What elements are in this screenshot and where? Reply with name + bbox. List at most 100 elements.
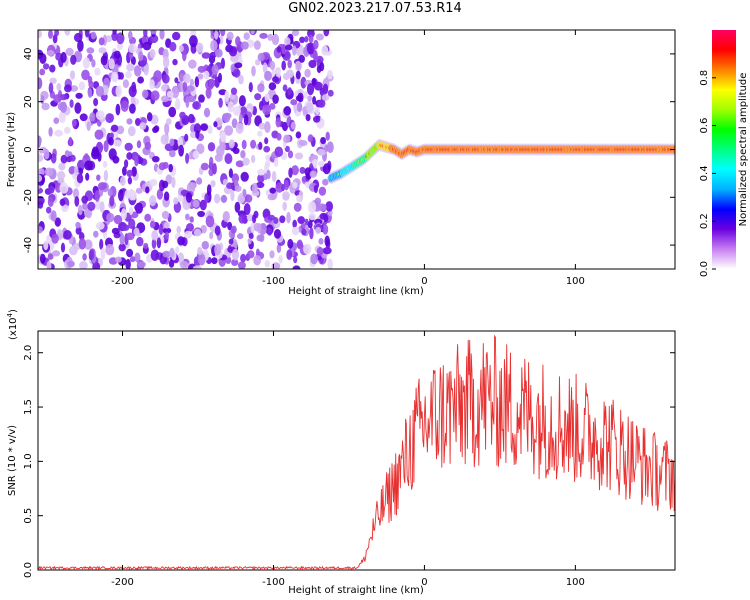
noise-blob: [118, 243, 126, 252]
noise-blob: [305, 114, 311, 122]
noise-blob: [125, 258, 131, 269]
noise-blob: [94, 190, 100, 202]
noise-blob: [164, 122, 170, 135]
noise-blob: [269, 250, 275, 259]
y-axis-label: Frequency (Hz): [6, 112, 17, 188]
noise-blob: [98, 47, 107, 54]
noise-blob: [262, 62, 268, 74]
noise-blob: [192, 150, 200, 160]
noise-blob: [323, 30, 330, 37]
noise-blob: [208, 78, 216, 88]
noise-blob: [247, 238, 252, 245]
noise-blob: [283, 106, 292, 116]
noise-blob: [75, 221, 81, 229]
noise-blob: [43, 240, 49, 251]
noise-blob: [68, 136, 73, 147]
noise-blob: [39, 253, 46, 264]
noise-blob: [266, 169, 271, 180]
noise-blob: [162, 227, 172, 234]
noise-blob: [176, 225, 181, 234]
noise-blob: [112, 30, 117, 35]
noise-blob: [79, 261, 88, 269]
noise-blob: [309, 154, 319, 161]
colorbar: [712, 30, 736, 269]
noise-blob: [73, 32, 83, 43]
noise-blob: [38, 30, 42, 38]
noise-blob: [226, 182, 234, 189]
noise-blob: [134, 155, 139, 167]
noise-blob: [200, 123, 209, 131]
noise-blob: [322, 178, 329, 186]
noise-blob: [283, 179, 289, 191]
noise-blob: [310, 253, 318, 265]
noise-blob: [182, 81, 188, 92]
noise-blob: [112, 155, 120, 164]
noise-blob: [130, 96, 136, 104]
noise-blob: [235, 122, 244, 134]
noise-blob: [120, 100, 129, 112]
noise-blob: [95, 221, 105, 230]
y-tick-label: -40: [23, 237, 34, 253]
noise-blob: [69, 245, 78, 256]
noise-blob: [303, 91, 308, 99]
noise-blob: [298, 54, 306, 63]
noise-blob: [318, 186, 327, 196]
noise-blob: [250, 30, 255, 35]
figure-title: GN02.2023.217.07.53.R14: [288, 1, 462, 16]
noise-blob: [57, 170, 66, 180]
noise-blob: [257, 130, 263, 137]
noise-blob: [168, 163, 173, 173]
noise-blob: [128, 43, 137, 54]
colorbar-label: Normalized spectral amplitude: [738, 73, 749, 227]
noise-blob: [149, 195, 157, 207]
noise-blob: [238, 113, 243, 123]
noise-blob: [234, 62, 243, 69]
noise-blob: [224, 90, 230, 102]
noise-blob: [105, 244, 115, 256]
noise-blob: [149, 220, 156, 229]
noise-blob: [255, 181, 265, 189]
x-tick-label: -100: [262, 276, 285, 287]
noise-blob: [192, 101, 200, 110]
noise-blob: [290, 99, 298, 106]
noise-blob: [99, 201, 105, 213]
noise-blob: [238, 95, 246, 107]
noise-blob: [240, 253, 247, 263]
noise-blob: [276, 46, 282, 53]
noise-blob: [48, 127, 53, 137]
noise-blob: [250, 139, 257, 149]
noise-blob: [65, 47, 74, 57]
noise-blob: [75, 226, 82, 235]
noise-blob: [49, 77, 57, 85]
noise-blob: [51, 250, 61, 257]
noise-blob: [327, 69, 333, 80]
noise-blob: [126, 118, 133, 125]
noise-blob: [60, 242, 66, 253]
x-tick-label: 0: [421, 276, 427, 287]
noise-blob: [250, 222, 256, 233]
noise-blob: [38, 168, 45, 176]
noise-blob: [209, 156, 214, 169]
noise-blob: [228, 139, 235, 149]
noise-blob: [95, 85, 104, 97]
noise-blob: [209, 231, 214, 240]
noise-blob: [230, 225, 237, 234]
noise-blob: [278, 254, 283, 264]
noise-blob: [214, 243, 222, 256]
noise-blob: [192, 265, 202, 269]
noise-blob: [308, 34, 314, 43]
noise-blob: [44, 167, 54, 177]
noise-blob: [38, 77, 43, 90]
noise-blob: [299, 36, 306, 43]
noise-blob: [87, 88, 93, 98]
noise-blob: [266, 227, 273, 236]
noise-blob: [122, 166, 127, 176]
noise-blob: [94, 67, 101, 76]
noise-blob: [49, 185, 55, 194]
noise-blob: [209, 51, 217, 59]
noise-blob: [149, 48, 156, 59]
noise-blob: [143, 63, 149, 76]
noise-blob: [110, 124, 119, 132]
noise-blob: [211, 257, 218, 265]
